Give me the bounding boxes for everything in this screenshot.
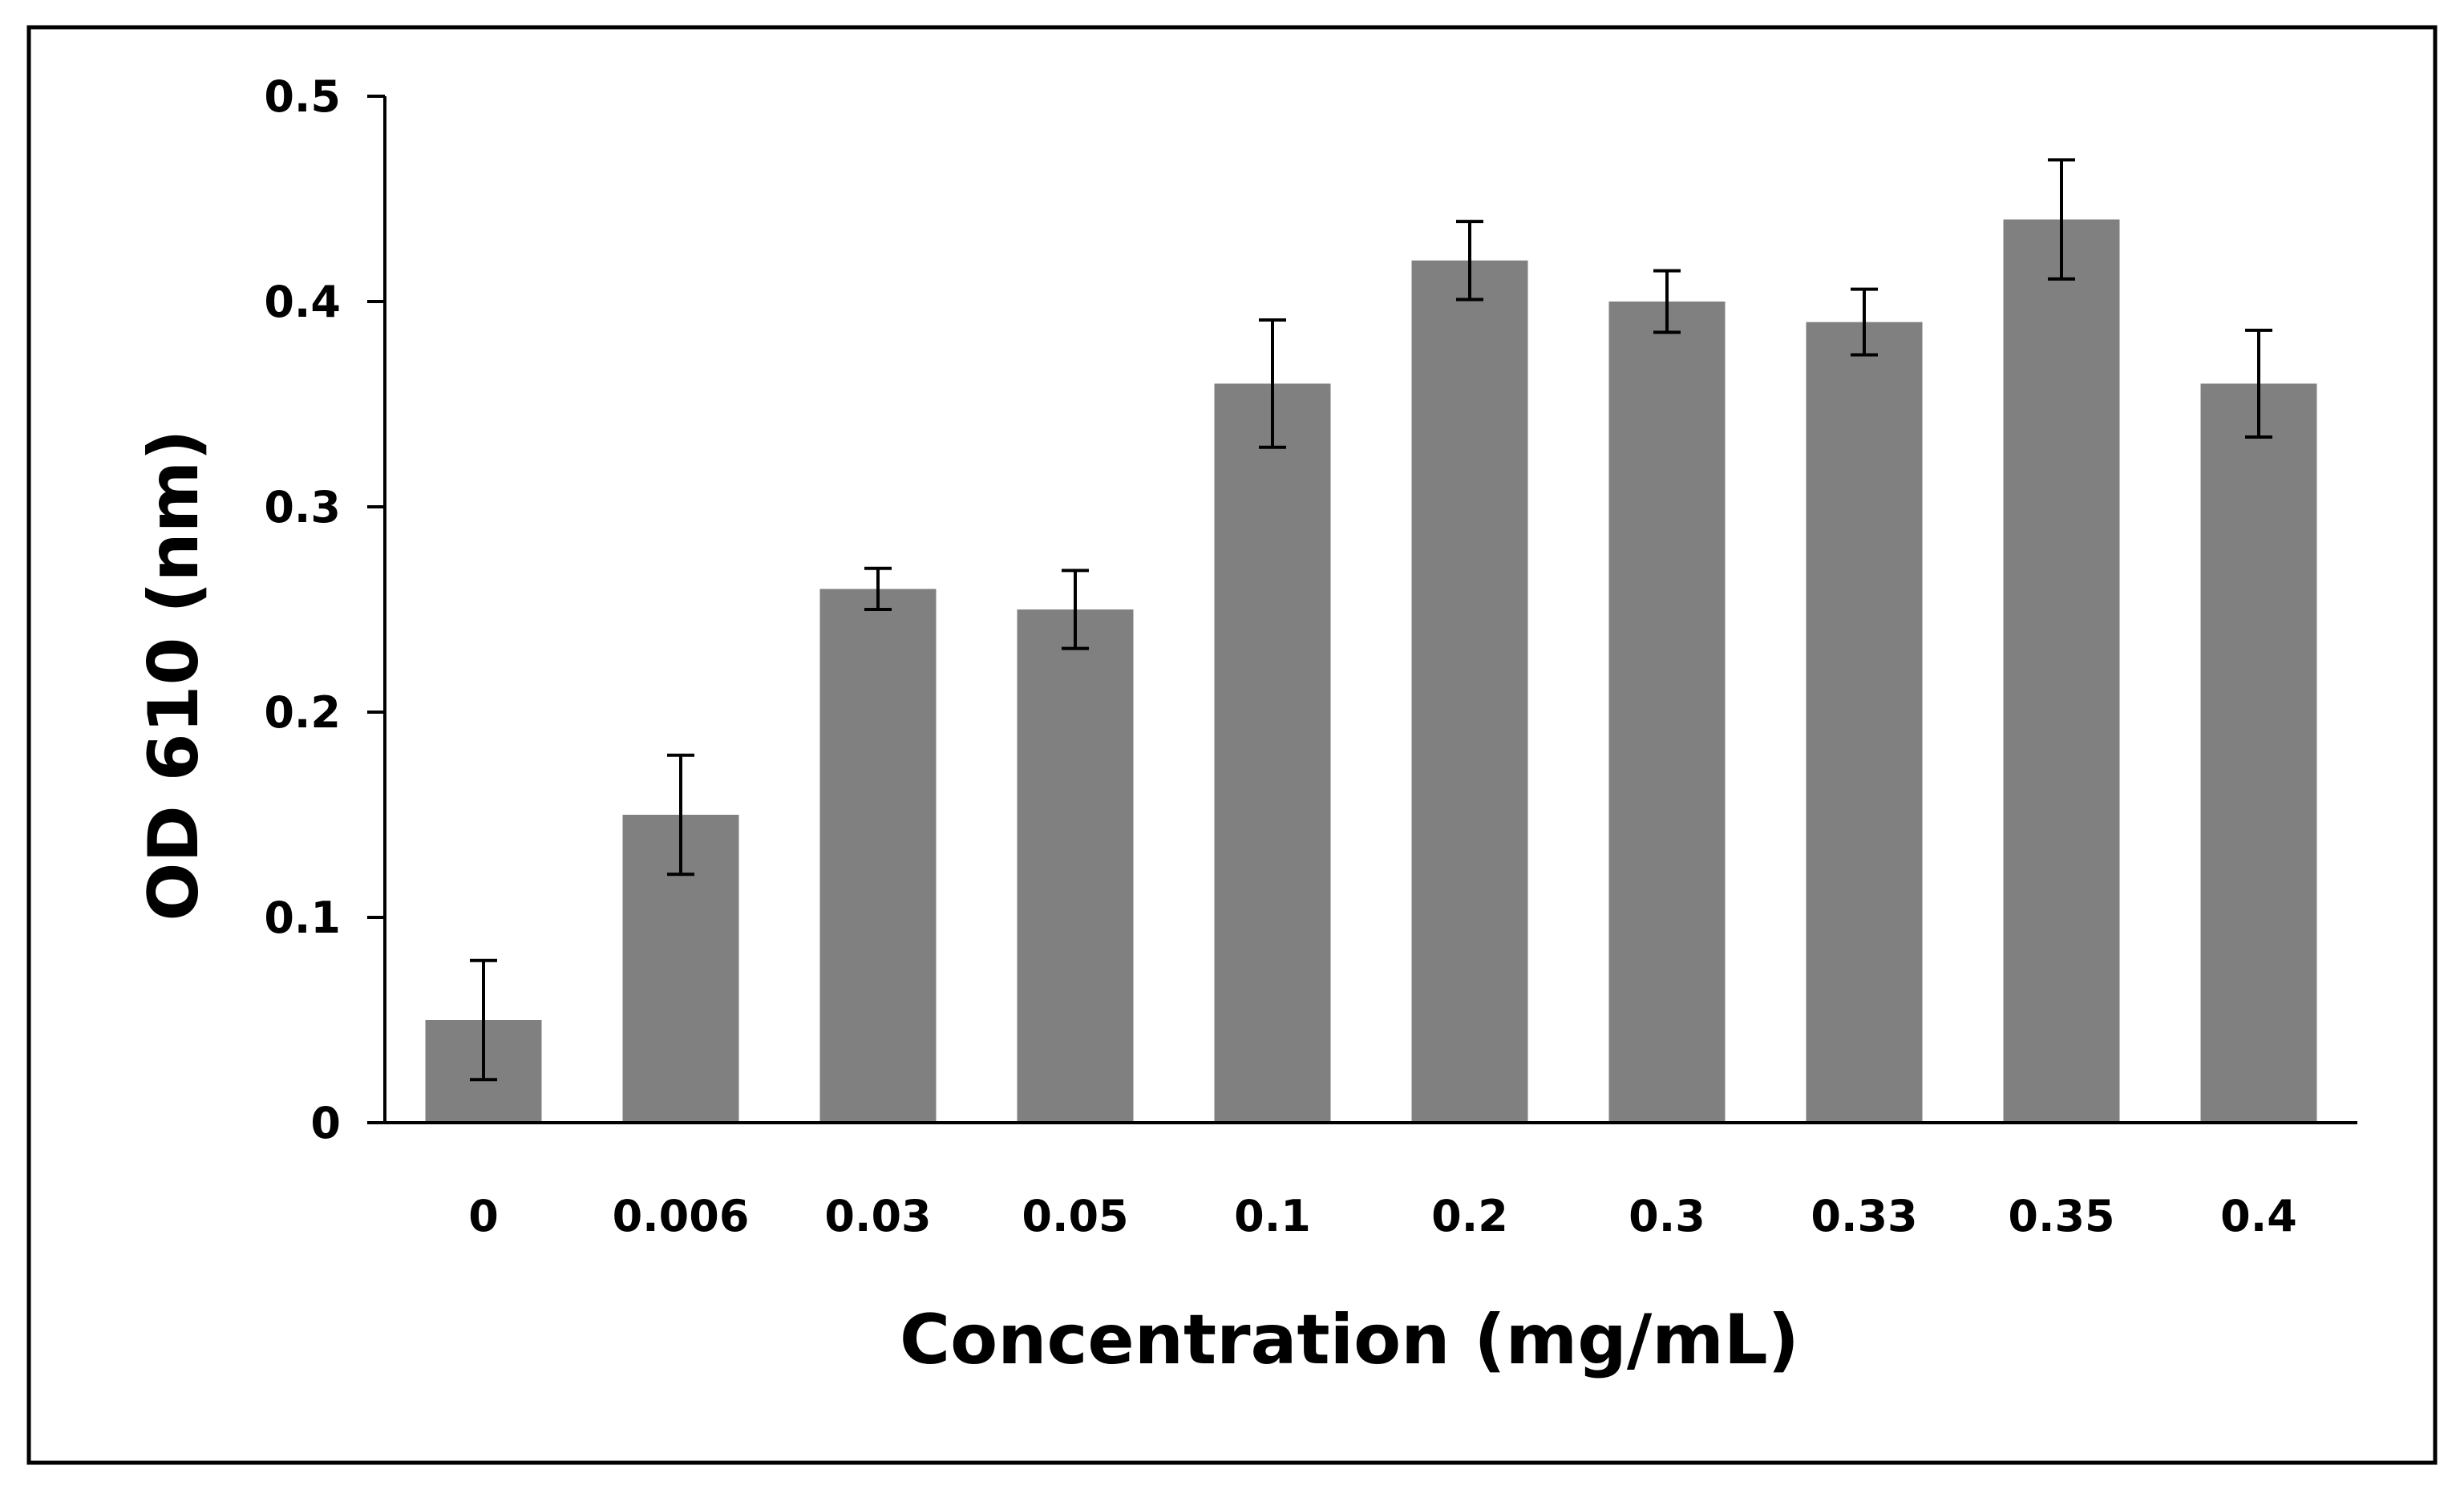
error-bar-2 <box>864 566 892 611</box>
y-tick-label: 0.4 <box>264 277 341 327</box>
error-bar-9 <box>2245 328 2272 439</box>
y-axis-title: OD 610 (nm) <box>134 429 214 921</box>
bar-2 <box>819 589 937 1123</box>
bar-5 <box>1411 260 1528 1123</box>
error-bar-5 <box>1456 220 1483 302</box>
bar-8 <box>2003 219 2120 1124</box>
bar-7 <box>1806 322 1923 1124</box>
error-bar-8 <box>2048 158 2075 281</box>
x-tick-label: 0.4 <box>2220 1191 2297 1241</box>
x-tick-label: 0 <box>468 1191 499 1241</box>
tick-labels-layer: 0 0.006 0.03 0.05 0.1 0.2 0.3 0.33 0.35 0.4 0 0.1 0.… <box>264 71 2297 1241</box>
x-tick-label: 0.03 <box>824 1191 931 1241</box>
bar-3 <box>1017 609 1134 1123</box>
y-tick-label: 0.1 <box>264 893 341 943</box>
error-bar-7 <box>1851 287 1878 357</box>
y-tick-label: 0 <box>310 1098 341 1148</box>
axes-layer <box>367 95 2357 1124</box>
y-tick-label: 0.2 <box>264 687 341 738</box>
x-axis-title: Concentration (mg/mL) <box>900 1300 1799 1380</box>
x-tick-label: 0.2 <box>1431 1191 1508 1241</box>
y-tick-label: 0.5 <box>264 71 341 122</box>
x-tick-label: 0.35 <box>2008 1191 2114 1241</box>
error-bar-4 <box>1259 318 1286 449</box>
x-tick-label: 0.05 <box>1022 1191 1128 1241</box>
error-bar-6 <box>1653 269 1681 334</box>
bar-9 <box>2200 383 2317 1123</box>
error-bars-layer <box>470 158 2272 1082</box>
error-bar-3 <box>1062 569 1089 650</box>
x-tick-label: 0.006 <box>613 1191 750 1241</box>
x-tick-label: 0.1 <box>1234 1191 1311 1241</box>
error-bar-1 <box>667 753 694 877</box>
y-tick-label: 0.3 <box>264 482 341 532</box>
bars-layer <box>425 219 2317 1124</box>
bar-4 <box>1214 383 1331 1123</box>
error-bar-0 <box>470 958 497 1082</box>
x-tick-label: 0.33 <box>1811 1191 1917 1241</box>
x-tick-label: 0.3 <box>1629 1191 1705 1241</box>
bar-6 <box>1608 302 1726 1123</box>
